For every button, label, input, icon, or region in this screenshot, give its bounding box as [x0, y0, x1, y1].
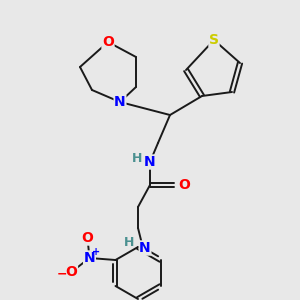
Text: N: N: [139, 241, 151, 255]
Text: N: N: [144, 155, 156, 169]
Text: H: H: [124, 236, 134, 250]
Text: −: −: [56, 268, 67, 281]
Text: N: N: [84, 251, 95, 265]
Text: +: +: [92, 247, 101, 257]
Text: S: S: [209, 33, 219, 47]
Text: H: H: [132, 152, 142, 164]
Text: O: O: [65, 265, 77, 279]
Text: N: N: [114, 95, 126, 109]
Text: O: O: [82, 231, 93, 245]
Text: O: O: [102, 35, 114, 49]
Text: O: O: [178, 178, 190, 192]
